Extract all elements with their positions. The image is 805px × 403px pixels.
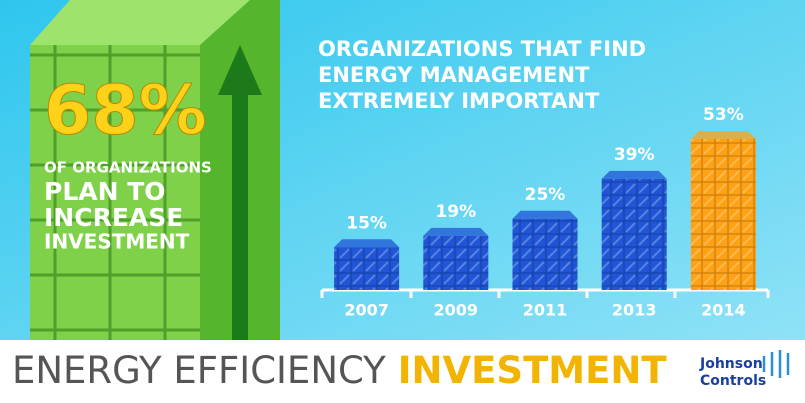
bar-texture	[512, 218, 578, 290]
arrow	[218, 45, 262, 340]
brand-logo	[762, 350, 790, 378]
x-tick-label: 2013	[612, 301, 657, 320]
bar-top	[512, 210, 578, 219]
brand: Johnson	[699, 356, 763, 372]
headline-line: OF ORGANIZATIONS	[44, 159, 212, 177]
value-label: 15%	[346, 213, 387, 233]
footer-title-bold: INVESTMENT	[398, 349, 668, 392]
headline-line: INVESTMENT	[44, 230, 190, 254]
value-label: 25%	[525, 185, 566, 205]
footer-title: ENERGY EFFICIENCY INVESTMENT	[12, 349, 667, 392]
x-tick-label: 2007	[344, 301, 389, 320]
building-grid	[30, 45, 200, 340]
x-tick-label: 2011	[523, 301, 568, 320]
value-label: 19%	[435, 202, 476, 222]
bar-texture	[334, 247, 400, 290]
value-label: 39%	[614, 145, 655, 165]
bar-top	[601, 170, 667, 179]
brand: Controls	[700, 373, 766, 389]
bar-texture	[690, 138, 756, 290]
x-tick-label: 2014	[701, 301, 746, 320]
chart-title: ENERGY MANAGEMENT	[318, 63, 590, 87]
value-label: 53%	[703, 105, 744, 125]
headline-line: INCREASE	[44, 203, 183, 232]
chart-title: ORGANIZATIONS THAT FIND	[318, 37, 646, 61]
building-top	[30, 0, 250, 45]
chart-title: EXTREMELY IMPORTANT	[318, 89, 600, 113]
bar-texture	[601, 178, 667, 290]
headline-line: PLAN TO	[44, 177, 166, 206]
footer-title-light: ENERGY EFFICIENCY	[12, 349, 386, 392]
bar-top	[334, 239, 400, 248]
footer-band	[0, 340, 805, 403]
bar-top	[690, 130, 756, 139]
x-tick-label: 2009	[434, 301, 479, 320]
bar-top	[423, 227, 489, 236]
bar-texture	[423, 235, 489, 290]
headline-figure: 68%	[44, 72, 207, 151]
